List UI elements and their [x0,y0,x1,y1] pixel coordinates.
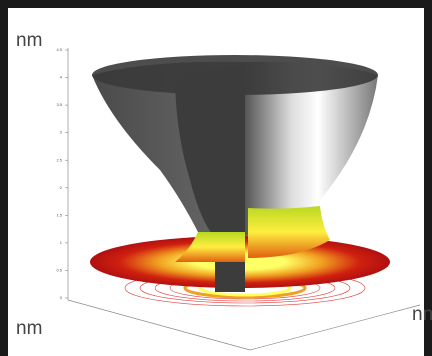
page: nm nm nn 4.543.532.521.510.50 (() => { c… [0,0,432,356]
z-tick-label: 0.5 [56,268,62,273]
z-tick-label: 2.5 [56,157,62,162]
x-axis-label: nm [16,318,42,339]
z-tick-label: 3.5 [56,102,62,107]
y-axis-label: nn [412,304,432,325]
z-axis-label: nm [16,30,42,51]
z-tick-label: 1.5 [56,212,62,217]
z-tick-label: 4.5 [56,47,62,52]
figure: nm nm nn 4.543.532.521.510.50 [0,0,432,356]
